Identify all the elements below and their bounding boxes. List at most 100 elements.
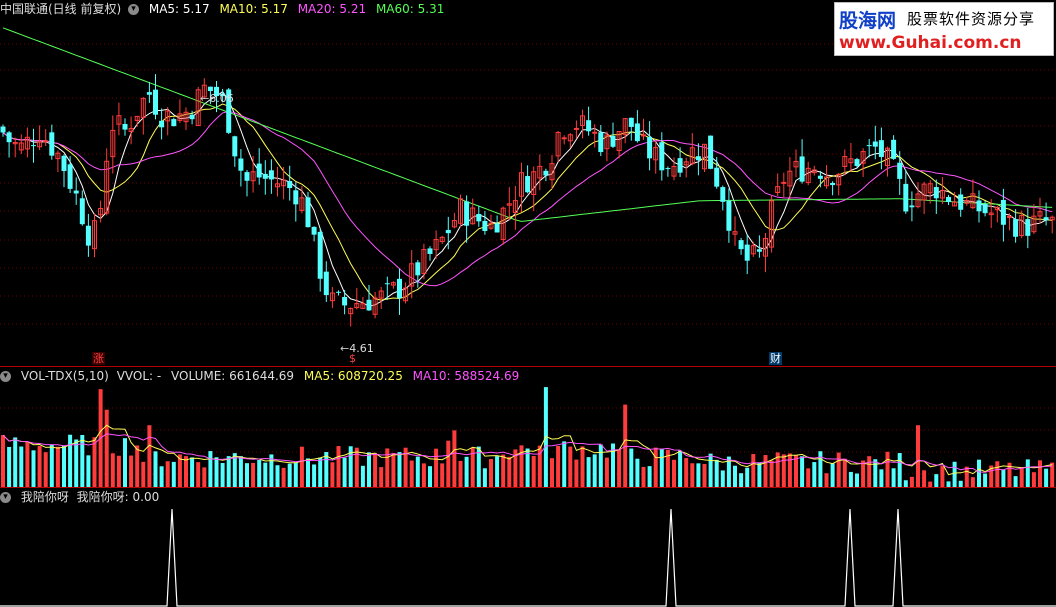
volume-bar [989,465,994,487]
volume-bar [653,447,658,487]
volume-bar [556,445,561,487]
volume-bar [659,448,664,487]
candle-body-up [836,173,842,186]
candle-body-up [140,98,146,118]
candle-body-down [817,175,823,179]
candle-body-up [37,141,43,148]
candle-body-down [287,181,293,189]
volume-bar [482,468,487,487]
candle-body-up [18,142,24,151]
candle-body-up [116,115,122,125]
candle-body-down [1000,199,1006,225]
custom-title[interactable]: 我陪你呀 [20,490,69,504]
candle-body-down [744,244,750,261]
candle-body-down [397,278,402,299]
candle-body-down [525,176,531,193]
volume-bar [983,473,988,487]
candle-body-up [750,245,756,255]
volume-bar [751,454,756,487]
candle-body-up [555,131,561,157]
volume-bar [647,466,652,487]
volume-bar [318,457,323,487]
volume-bar [391,453,396,487]
volume-bar [269,454,274,487]
candle-body-up [573,127,579,130]
volume-bar [360,465,365,487]
volume-bar [818,451,823,487]
volume-bar [525,448,530,487]
candle-body-down [220,93,226,97]
candle-body-up [98,207,104,216]
candle-body-up [848,158,854,164]
volume-bar [110,453,115,487]
volume-bar [421,463,426,487]
candle-body-up [390,282,396,286]
volume-bar [781,454,786,487]
volume-bar [830,463,835,487]
volume-bar [891,468,896,487]
volume-bar [31,450,36,487]
volume-bar [1050,462,1055,487]
candle-body-down [866,145,872,147]
candle-body-up [439,236,445,243]
volume-ma-lines [2,424,1053,476]
volume-bar [129,455,134,487]
volume-bar [678,450,683,487]
volume-bar [446,440,451,487]
volume-bar [226,456,231,487]
candle-body-down [153,89,158,115]
candle-body-up [470,207,476,225]
candle-body-up [921,183,927,201]
volume-title[interactable]: VOL-TDX(5,10) [20,369,109,383]
ma10-line [2,103,1053,301]
stock-title[interactable]: 中国联通(日线 前复权) [0,2,122,16]
volume-dropdown-icon[interactable]: ▾ [0,371,11,382]
ma60-label: MA60: 5.31 [375,2,445,16]
candle-body-up [653,146,659,161]
candle-body-down [946,196,951,202]
volume-bar [836,452,841,487]
volume-bar [580,446,585,487]
volume-bar [354,447,359,487]
volume-bar [495,456,500,487]
logo-slogan: 股票软件资源分享 [907,10,1036,28]
volume-bar [330,462,335,487]
candle-body-up [177,113,183,121]
event-marker-zhang[interactable]: 涨 [92,352,105,365]
candle-body-down [659,142,665,171]
volume-bar [25,441,30,487]
event-marker-cai[interactable]: 财 [769,352,782,365]
event-marker-dollar[interactable]: $ [349,352,356,365]
candle-body-up [110,129,116,158]
candle-body-down [665,168,671,170]
vol-ma5-label: MA5: 608720.25 [303,369,403,383]
candle-body-down [415,262,421,276]
ma5-label: MA5: 5.17 [148,2,210,16]
vol-ma10-label: MA10: 588524.69 [412,369,520,383]
volume-bar [769,460,774,487]
main-panel-header: 中国联通(日线 前复权) ▾ MA5: 5.17 MA10: 5.17 MA20… [0,0,450,18]
volume-bar [1044,468,1049,487]
logo-name: 股海网 [839,10,897,32]
custom-indicator-line [0,508,1056,607]
candle-body-up [378,290,384,299]
volume-bar [702,463,707,487]
candle-body-down [933,187,939,199]
candle-body-down [897,162,903,179]
candle-body-up [500,207,506,240]
candle-body-down [482,220,488,232]
volume-bar [507,456,512,487]
candle-body-down [1043,217,1049,221]
volume-bar [812,462,817,487]
candle-body-down [830,182,836,186]
candle-body-up [92,220,97,250]
volume-bar [165,461,170,487]
settings-dropdown-icon[interactable]: ▾ [128,4,140,15]
candle-body-down [976,200,982,212]
volume-bar [604,457,609,487]
volume-bar [629,448,634,487]
volume-bar [964,466,969,487]
volume-bar [720,470,725,487]
custom-dropdown-icon[interactable]: ▾ [0,492,11,503]
